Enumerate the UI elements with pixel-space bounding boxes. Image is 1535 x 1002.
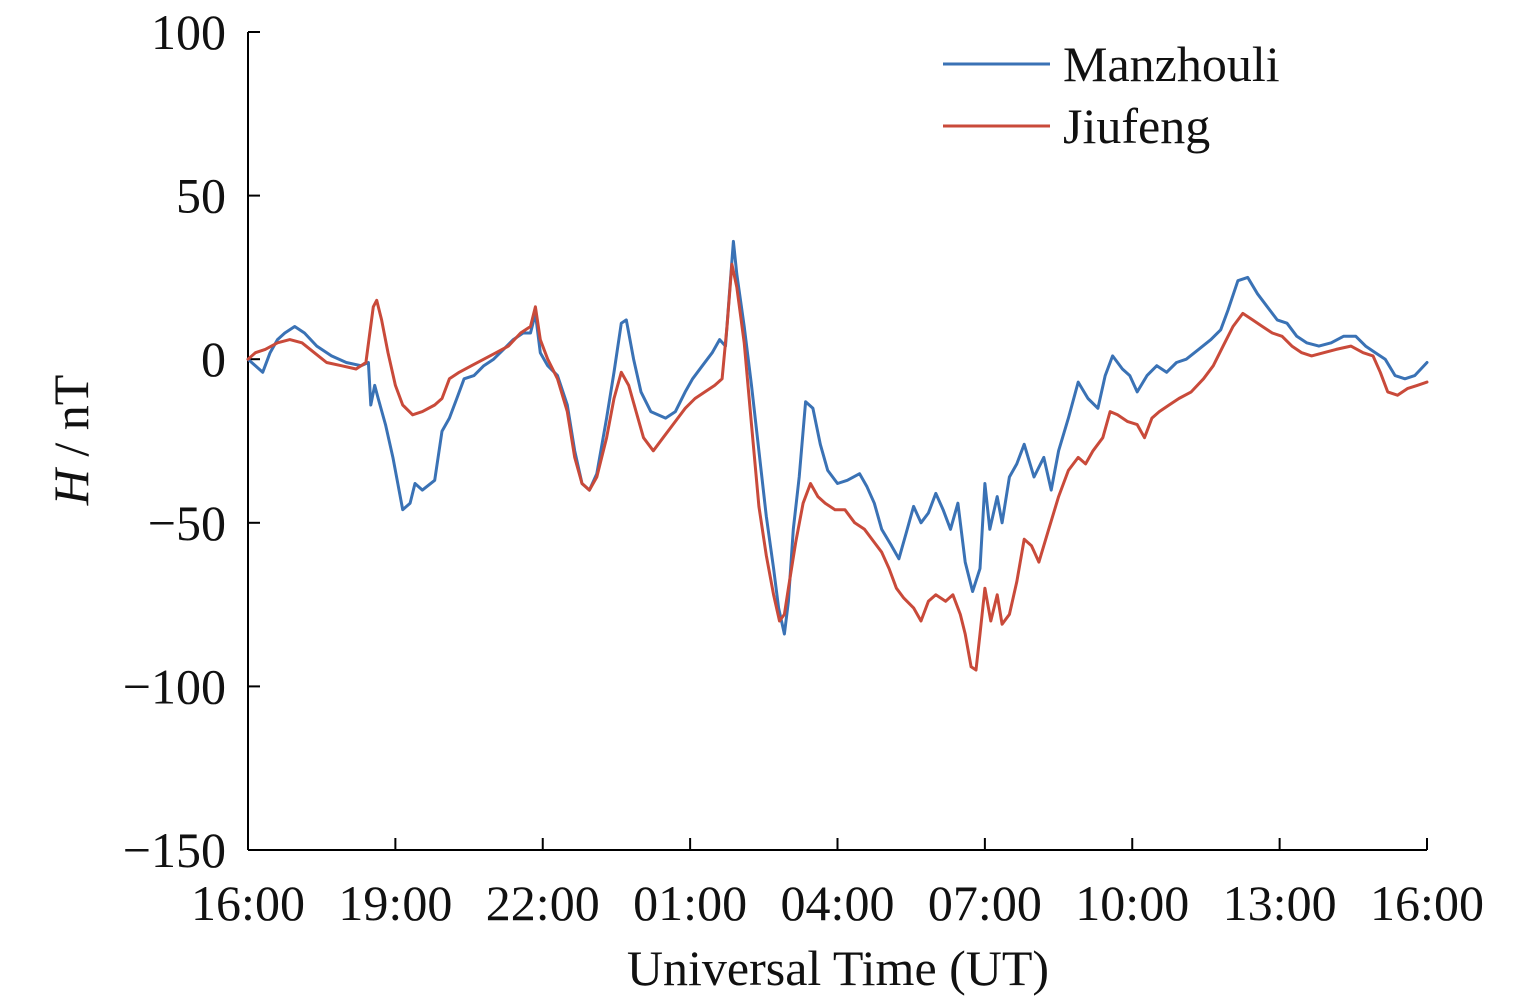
- axes: 100 50 0 −50 −100 −150 16:00 19:00 22:00 01:00 04…: [123, 4, 1484, 931]
- x-tick-label: 16:00: [191, 875, 305, 931]
- x-tick-label: 10:00: [1075, 875, 1189, 931]
- y-axis-title-unit: / nT: [43, 375, 99, 469]
- x-axis-title: Universal Time (UT): [627, 940, 1049, 996]
- x-tick-label: 04:00: [781, 875, 895, 931]
- series-line-jiufeng: [246, 262, 1429, 672]
- y-tick-label: −50: [148, 495, 226, 551]
- x-tick-label: 07:00: [928, 875, 1042, 931]
- y-tick-label: 0: [201, 331, 226, 387]
- x-tick-label: 19:00: [338, 875, 452, 931]
- y-axis-title-variable: H: [43, 466, 99, 506]
- y-tick-label: 100: [151, 4, 226, 60]
- y-tick-label: −100: [123, 658, 226, 714]
- y-axis-ticks: 100 50 0 −50 −100 −150: [123, 4, 260, 878]
- series-layer: [246, 239, 1429, 672]
- legend-label-manzhouli: Manzhouli: [1063, 36, 1280, 92]
- legend-label-jiufeng: Jiufeng: [1063, 98, 1210, 154]
- x-tick-label: 13:00: [1223, 875, 1337, 931]
- y-tick-label: −150: [123, 822, 226, 878]
- x-tick-label: 16:00: [1370, 875, 1484, 931]
- x-tick-label: 22:00: [486, 875, 600, 931]
- y-axis-title: H / nT: [43, 375, 99, 507]
- x-axis-ticks: 16:00 19:00 22:00 01:00 04:00 07:00 10:00 13:00…: [191, 838, 1484, 931]
- legend: Manzhouli Jiufeng: [943, 36, 1280, 154]
- x-tick-label: 01:00: [633, 875, 747, 931]
- series-line-manzhouli: [246, 239, 1429, 636]
- y-tick-label: 50: [176, 168, 226, 224]
